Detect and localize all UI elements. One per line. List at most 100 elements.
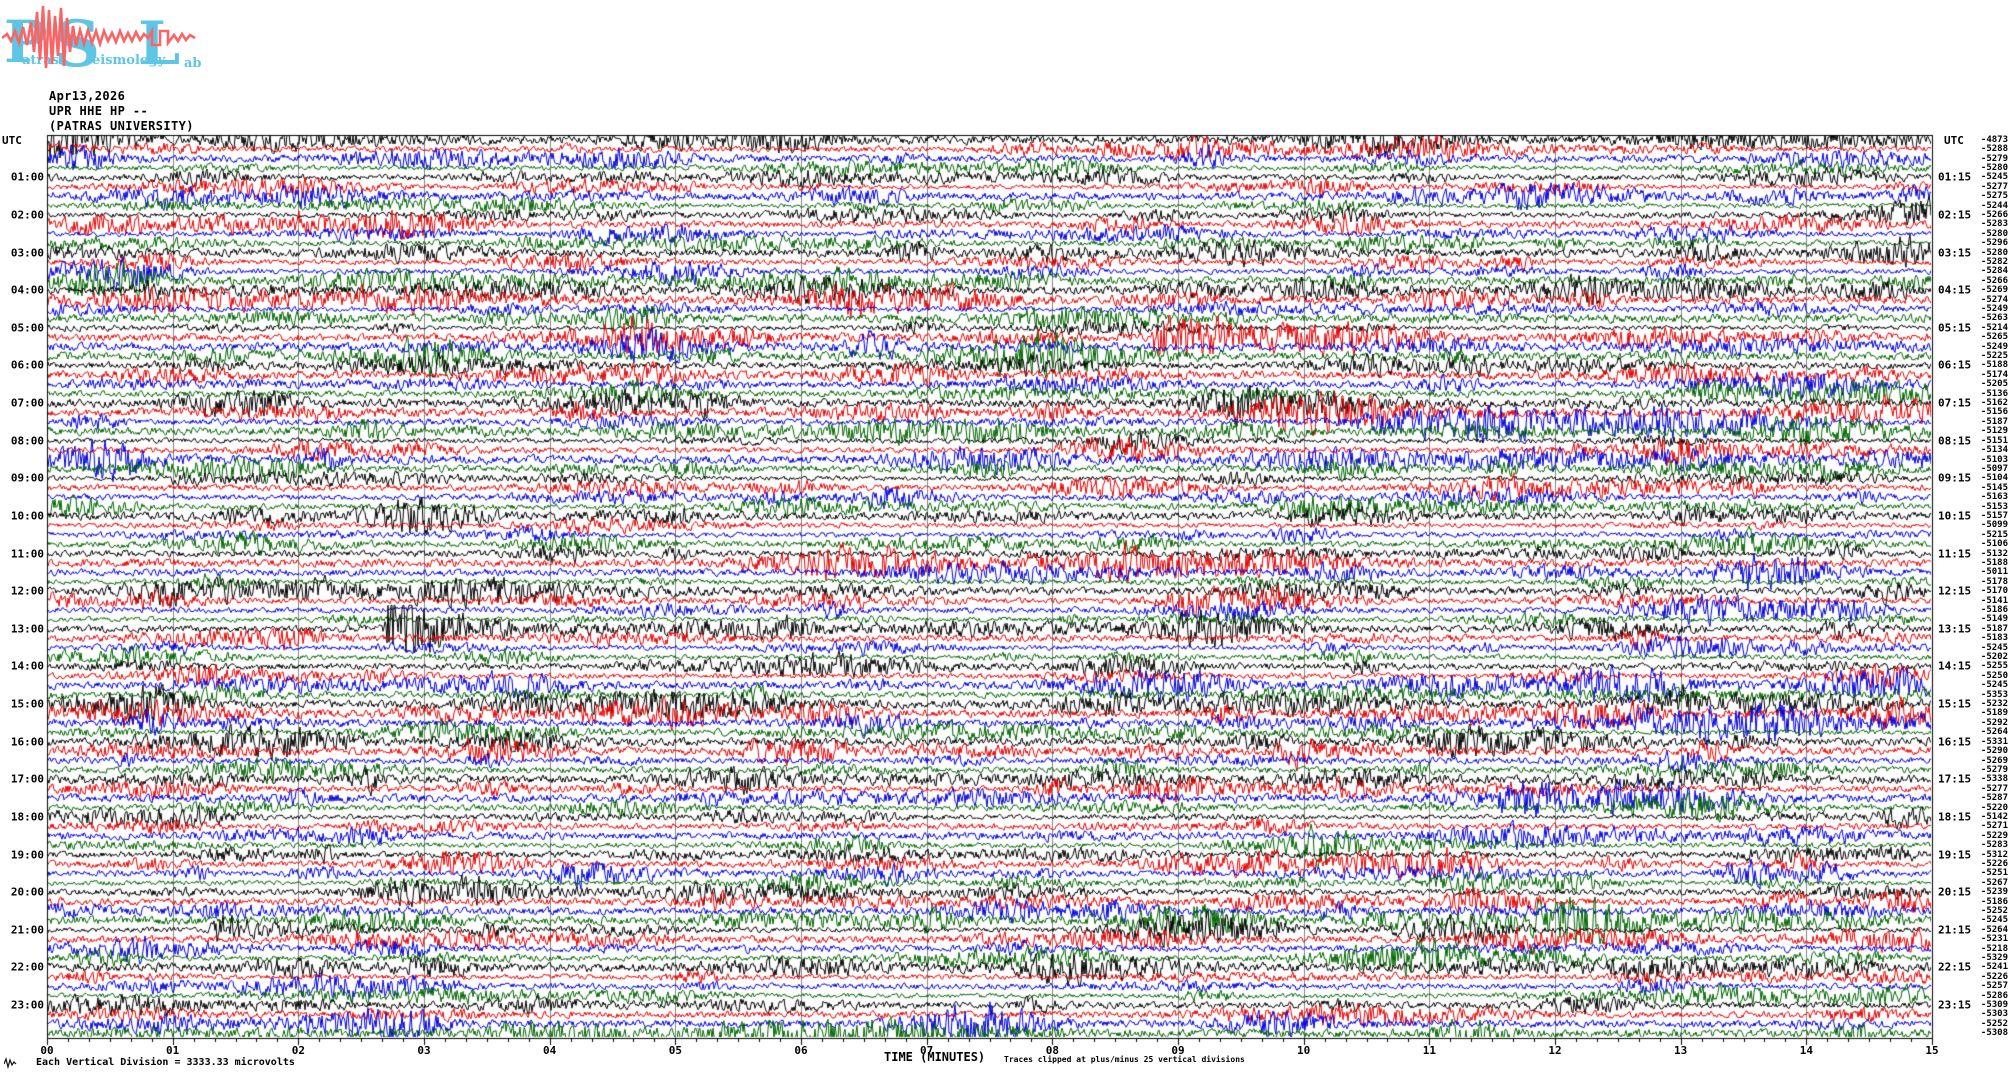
- right-hour-label: 22:15: [1938, 960, 1972, 974]
- trace-offset-value: -5188: [1980, 557, 2008, 568]
- right-hour-label: 11:15: [1938, 547, 1972, 561]
- trace-offset-value: -5157: [1980, 510, 2008, 521]
- trace-offset-value: -5218: [1980, 943, 2008, 954]
- trace-offset-value: -5280: [1980, 162, 2008, 173]
- trace-offset-value: -5186: [1980, 605, 2008, 616]
- trace-offset-value: -5283: [1980, 840, 2008, 851]
- trace-offset-value: -5249: [1980, 341, 2008, 352]
- footer-division-note: Each Vertical Division = 3333.33 microvo…: [36, 1057, 295, 1068]
- trace-offset-value: -5269: [1980, 285, 2008, 296]
- right-hour-label: 23:15: [1938, 998, 1972, 1012]
- header-institution: (PATRAS UNIVERSITY): [49, 119, 194, 133]
- trace-offset-value: -5202: [1980, 652, 2008, 663]
- trace-offset-value: -5226: [1980, 971, 2008, 982]
- left-hour-label: 01:00: [10, 170, 44, 184]
- left-hour-label: 14:00: [10, 659, 44, 673]
- right-hour-label: 21:15: [1938, 923, 1972, 937]
- trace-offset-value: -5255: [1980, 661, 2008, 672]
- trace-offset-value: -5250: [1980, 670, 2008, 681]
- left-hour-label: 05:00: [10, 321, 44, 335]
- left-hour-label: 07:00: [10, 396, 44, 410]
- trace-offset-value: -5284: [1980, 266, 2008, 277]
- left-hour-label: 21:00: [10, 923, 44, 937]
- left-hour-label: 15:00: [10, 697, 44, 711]
- trace-offset-value: -5153: [1980, 501, 2008, 512]
- mini-waveform-glyph-icon: [4, 1057, 17, 1069]
- trace-offset-value: -5279: [1980, 764, 2008, 775]
- right-hour-label: 10:15: [1938, 509, 1972, 523]
- trace-offset-value: -5292: [1980, 717, 2008, 728]
- trace-offset-value: -5103: [1980, 454, 2008, 465]
- trace-offset-value: -5267: [1980, 877, 2008, 888]
- trace-offset-value: -5263: [1980, 313, 2008, 324]
- trace-offset-value: -5286: [1980, 990, 2008, 1001]
- trace-offset-value: -5279: [1980, 153, 2008, 164]
- left-hour-label: 02:00: [10, 208, 44, 222]
- utc-label-left: UTC: [2, 134, 22, 147]
- minute-tick-label: 11: [1422, 1044, 1436, 1057]
- trace-offset-value: -4873: [1980, 134, 2008, 145]
- trace-offset-value: -5353: [1980, 689, 2008, 700]
- trace-offset-value: -5245: [1980, 172, 2008, 183]
- minute-tick-label: 15: [1925, 1044, 1939, 1057]
- right-hour-label: 13:15: [1938, 622, 1972, 636]
- minute-tick-label: 05: [668, 1044, 682, 1057]
- trace-offset-value: -5132: [1980, 548, 2008, 559]
- trace-offset-value: -5287: [1980, 793, 2008, 804]
- left-hour-label: 08:00: [10, 434, 44, 448]
- logo-word-ab: ab: [184, 56, 202, 71]
- logo-word-eismology: eismology: [92, 53, 166, 68]
- trace-offset-value: -5252: [1980, 1018, 2008, 1029]
- logo-word-atras: atras: [22, 53, 59, 68]
- trace-offset-value: -5280: [1980, 228, 2008, 239]
- minute-tick-label: 02: [291, 1044, 305, 1057]
- trace-offset-value: -5265: [1980, 332, 2008, 343]
- trace-offset-value: -5104: [1980, 473, 2008, 484]
- trace-offset-value: -5229: [1980, 830, 2008, 841]
- right-hour-label: 12:15: [1938, 584, 1972, 598]
- left-hour-label: 04:00: [10, 283, 44, 297]
- trace-offset-value: -5183: [1980, 633, 2008, 644]
- trace-offset-value: -5264: [1980, 727, 2008, 738]
- trace-offset-value: -5151: [1980, 435, 2008, 446]
- trace-offset-value: -5145: [1980, 482, 2008, 493]
- minute-tick-label: 06: [794, 1044, 808, 1057]
- trace-offset-value: -5205: [1980, 379, 2008, 390]
- left-hour-label: 19:00: [10, 848, 44, 862]
- trace-offset-value: -5277: [1980, 181, 2008, 192]
- trace-offset-value: -5232: [1980, 699, 2008, 710]
- trace-offset-value: -5097: [1980, 463, 2008, 474]
- trace-offset-value: -5225: [1980, 351, 2008, 362]
- trace-offset-value: -5282: [1980, 256, 2008, 267]
- right-hour-label: 03:15: [1938, 246, 1972, 260]
- left-hour-label: 18:00: [10, 810, 44, 824]
- trace-offset-value: -5244: [1980, 200, 2008, 211]
- trace-offset-value: -5296: [1980, 238, 2008, 249]
- header-station: UPR HHE HP --: [49, 104, 149, 118]
- trace-offset-value: -5174: [1980, 369, 2008, 380]
- trace-offset-value: -5011: [1980, 567, 2008, 578]
- trace-offset-value: -5266: [1980, 209, 2008, 220]
- trace-offset-value: -5187: [1980, 623, 2008, 634]
- trace-offset-value: -5309: [1980, 1000, 2008, 1011]
- trace-offset-value: -5252: [1980, 906, 2008, 917]
- trace-offset-value: -5290: [1980, 746, 2008, 757]
- right-hour-label: 01:15: [1938, 170, 1972, 184]
- trace-offset-value: -5178: [1980, 576, 2008, 587]
- trace-offset-value: -5142: [1980, 811, 2008, 822]
- trace-offset-value: -5231: [1980, 934, 2008, 945]
- minute-tick-label: 14: [1799, 1044, 1813, 1057]
- trace-offset-value: -5189: [1980, 708, 2008, 719]
- right-hour-label: 09:15: [1938, 471, 1972, 485]
- trace-offset-value: -5271: [1980, 821, 2008, 832]
- trace-offset-value: -5308: [1980, 1028, 2008, 1039]
- left-hour-label: 22:00: [10, 960, 44, 974]
- trace-offset-value: -5264: [1980, 924, 2008, 935]
- right-hour-label: 15:15: [1938, 697, 1972, 711]
- right-hour-label: 08:15: [1938, 434, 1972, 448]
- minute-tick-label: 13: [1674, 1044, 1688, 1057]
- trace-offset-value: -5257: [1980, 981, 2008, 992]
- trace-offset-value: -5269: [1980, 755, 2008, 766]
- left-hour-label: 10:00: [10, 509, 44, 523]
